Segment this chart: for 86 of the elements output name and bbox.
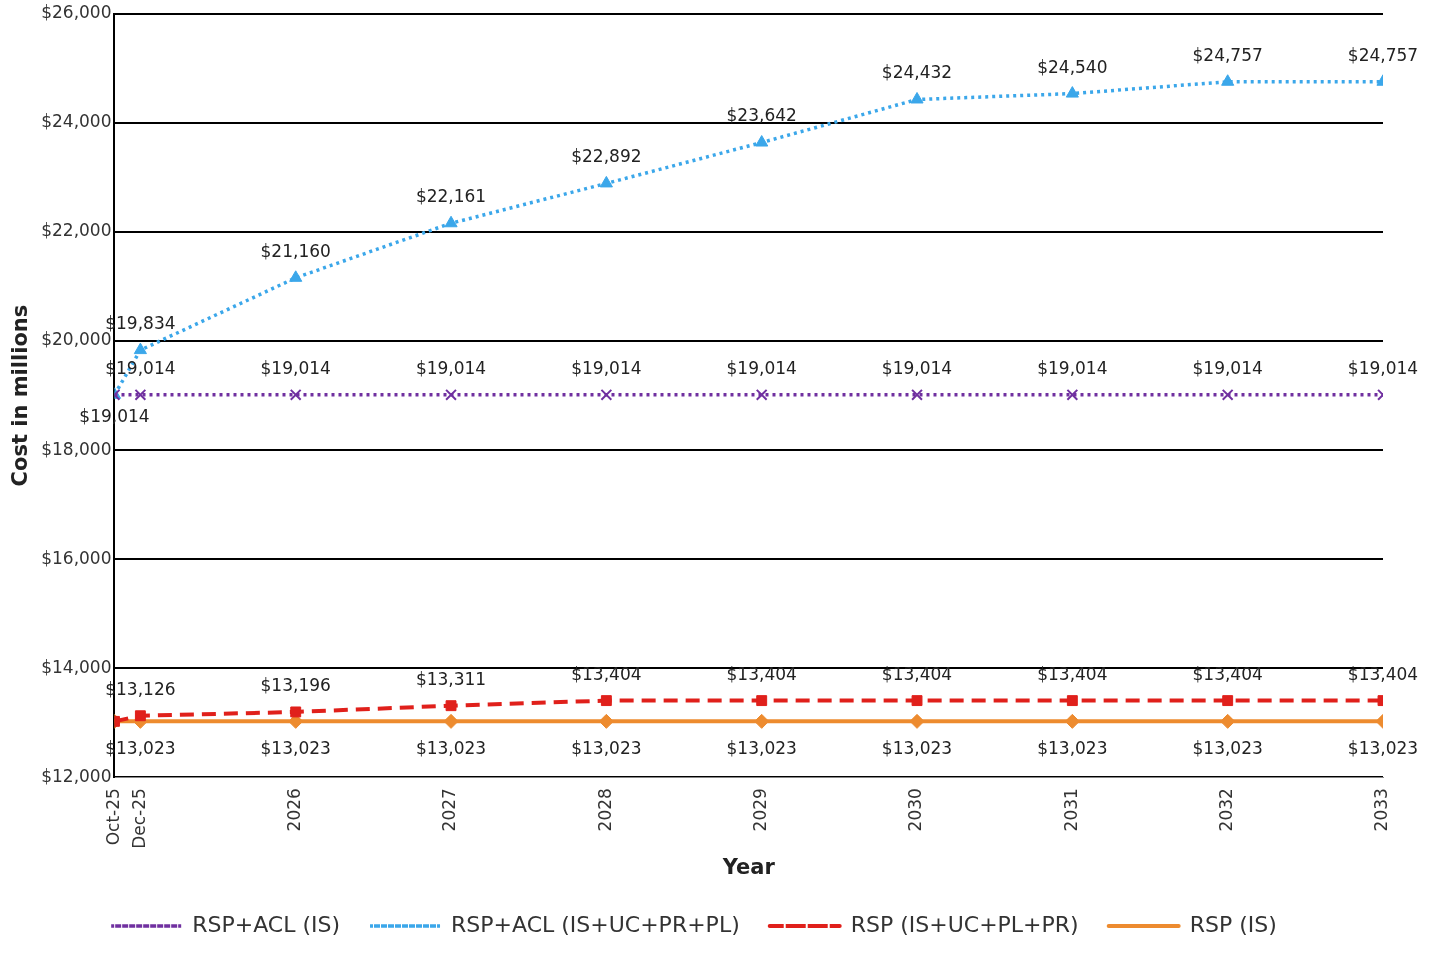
x-tick-label: 2028: [594, 788, 615, 832]
data-label: $19,014: [1192, 357, 1263, 378]
data-label: $13,023: [881, 738, 953, 759]
y-tick-label: $20,000: [41, 329, 112, 350]
data-label: $13,023: [1347, 738, 1419, 759]
x-tick-label: Oct-25: [102, 788, 123, 846]
data-label: $22,892: [571, 146, 642, 167]
point: [1220, 713, 1236, 729]
data-label: $19,014: [1347, 357, 1419, 378]
x-tick-label: 2027: [439, 788, 460, 832]
point: [599, 175, 613, 188]
data-label: $24,432: [881, 62, 953, 83]
data-label: $19,014: [415, 357, 487, 378]
point: [1066, 388, 1079, 401]
point: [445, 388, 457, 401]
data-label: $24,757: [1347, 44, 1419, 65]
data-label: $13,404: [726, 663, 797, 684]
y-tick-label: $16,000: [41, 547, 112, 568]
point: [756, 695, 768, 707]
point: [134, 388, 147, 401]
y-tick-label: $26,000: [41, 2, 112, 23]
data-label: $19,014: [260, 357, 331, 378]
data-label: $13,023: [260, 738, 331, 759]
data-label: $13,311: [415, 668, 487, 689]
point: [289, 388, 302, 401]
x-tick-label: 2033: [1371, 788, 1392, 832]
data-label: $21,160: [260, 240, 331, 261]
point: [909, 713, 925, 729]
x-tick-label: 2030: [905, 788, 926, 832]
data-label: $13,404: [571, 663, 642, 684]
point: [1222, 695, 1234, 707]
data-label: $22,161: [415, 186, 487, 207]
point: [134, 710, 146, 722]
y-tick-label: $18,000: [41, 438, 112, 459]
data-label: $19,014: [571, 357, 642, 378]
x-tick-label: 2032: [1216, 788, 1237, 832]
point: [133, 342, 147, 355]
point: [910, 91, 924, 104]
point: [600, 388, 613, 401]
data-label: $19,014: [881, 357, 953, 378]
data-label: $13,196: [260, 674, 331, 695]
y-tick-label: $14,000: [41, 656, 112, 677]
legend-label: RSP+ACL (IS): [192, 911, 341, 937]
point: [1065, 86, 1079, 98]
y-tick-label: $22,000: [41, 220, 112, 241]
data-label: $13,404: [1192, 663, 1263, 684]
data-label: $13,023: [1192, 738, 1263, 759]
data-label: $24,540: [1037, 56, 1108, 77]
point: [1221, 74, 1235, 86]
x-tick-label: 2029: [750, 788, 771, 832]
point: [1221, 388, 1234, 401]
point: [598, 713, 614, 729]
data-label: $19,014: [1037, 357, 1108, 378]
data-label: $19,014: [726, 357, 797, 378]
point: [1064, 713, 1080, 729]
y-axis-title: Cost in millions: [8, 304, 33, 487]
y-tick-label: $12,000: [41, 765, 112, 786]
data-label: $13,404: [1347, 663, 1419, 684]
point: [755, 388, 768, 401]
point: [289, 270, 303, 282]
legend-label: RSP (IS): [1189, 911, 1277, 937]
point: [755, 135, 769, 147]
data-label: $24,757: [1192, 44, 1263, 65]
legend-label: RSP (IS+UC+PL+PR): [850, 911, 1079, 937]
data-label: $13,023: [1037, 738, 1108, 759]
point: [445, 700, 457, 712]
point: [600, 695, 612, 707]
data-label: $13,023: [726, 738, 797, 759]
point: [754, 713, 770, 729]
x-tick-label: 2026: [284, 788, 305, 832]
point: [443, 713, 459, 729]
data-label: $13,404: [1037, 663, 1108, 684]
x-tick-label: Dec-25: [128, 788, 149, 849]
point: [911, 388, 923, 401]
point: [290, 706, 302, 718]
x-axis-title: Year: [721, 854, 776, 879]
legend-label: RSP+ACL (IS+UC+PR+PL): [451, 911, 740, 937]
point: [911, 695, 923, 707]
y-tick-label: $24,000: [41, 111, 112, 132]
x-tick-label: 2031: [1060, 788, 1081, 832]
data-label: $13,023: [415, 738, 487, 759]
point: [444, 215, 458, 228]
data-label: $13,404: [881, 663, 953, 684]
data-label: $13,023: [571, 738, 642, 759]
data-label: $23,642: [726, 105, 797, 126]
point: [1066, 695, 1078, 707]
